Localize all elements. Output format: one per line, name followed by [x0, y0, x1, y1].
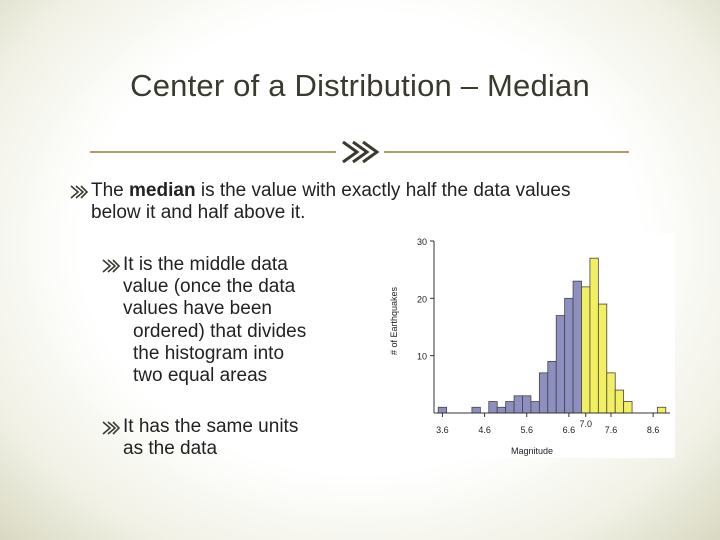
sub-bullet-1-line: It is the middle data: [123, 254, 288, 275]
histogram-bar: [471, 406, 481, 414]
sub-bullet-1-line: two equal areas: [133, 365, 268, 386]
histogram-bar: [522, 395, 532, 414]
histogram-bar: [656, 406, 667, 414]
title-divider-left: [90, 151, 336, 153]
bullet-main-line2: below it and half above it.: [91, 202, 306, 223]
histogram-bar: [597, 303, 608, 414]
y-tick-label: 20: [417, 294, 427, 304]
y-tick-label: 30: [417, 237, 427, 247]
histogram-bar: [572, 280, 582, 414]
x-tick-label: 3.6: [436, 425, 449, 435]
histogram-bar: [547, 360, 557, 414]
histogram-bar: [488, 401, 498, 414]
double-chevron-right-icon: [342, 140, 379, 164]
sub-bullet-1-line: the histogram into: [133, 343, 285, 364]
sub-bullet-1-line: ordered) that divides: [133, 321, 307, 342]
histogram-chart: 10 20 30 3.6 4.6 5.6 6.6 7.0 7.6 8.6 Magnitude # of…: [383, 233, 675, 458]
sub-bullet-2-line: It has the same units: [123, 416, 299, 437]
histogram-bar: [530, 401, 540, 414]
x-tick-label: 8.6: [647, 425, 660, 435]
slide-title: Center of a Distribution – Median: [130, 68, 590, 103]
x-tick-label: 5.6: [520, 425, 533, 435]
histogram-svg: 10 20 30 3.6 4.6 5.6 6.67.0 7.6 8.6 Magnitude # of…: [389, 237, 670, 456]
y-tick-label: 10: [417, 352, 427, 362]
sub-bullet-1-line: values have been: [123, 298, 272, 319]
median-tick-label: 7.0: [579, 419, 592, 429]
histogram-bar: [505, 401, 515, 414]
x-axis-label: Magnitude: [511, 446, 553, 456]
histogram-bar: [564, 297, 574, 414]
histogram-bar: [581, 286, 591, 414]
histogram-bar: [513, 395, 523, 414]
y-axis-label: # of Earthquakes: [389, 286, 399, 355]
histogram-bar: [623, 401, 633, 414]
histogram-bar: [606, 372, 616, 414]
double-chevron-right-icon: [102, 421, 120, 435]
histogram-bar: [437, 406, 448, 414]
bullet-main-line1: The median is the value with exactly hal…: [91, 180, 571, 201]
histogram-bar: [496, 406, 507, 414]
x-tick-label: 4.6: [478, 425, 491, 435]
title-divider-right: [384, 151, 629, 153]
histogram-bar: [538, 372, 549, 414]
x-tick-label: 6.6: [563, 425, 576, 435]
histogram-bar: [589, 257, 599, 414]
histogram-bar: [614, 389, 625, 414]
sub-bullet-1-line: value (once the data: [123, 276, 296, 297]
median-term: median: [129, 180, 196, 201]
double-chevron-right-icon: [102, 259, 120, 273]
sub-bullet-2-line: as the data: [123, 438, 218, 459]
histogram-bar: [555, 315, 566, 414]
x-tick-label: 7.6: [605, 425, 618, 435]
double-chevron-right-icon: [70, 185, 88, 199]
